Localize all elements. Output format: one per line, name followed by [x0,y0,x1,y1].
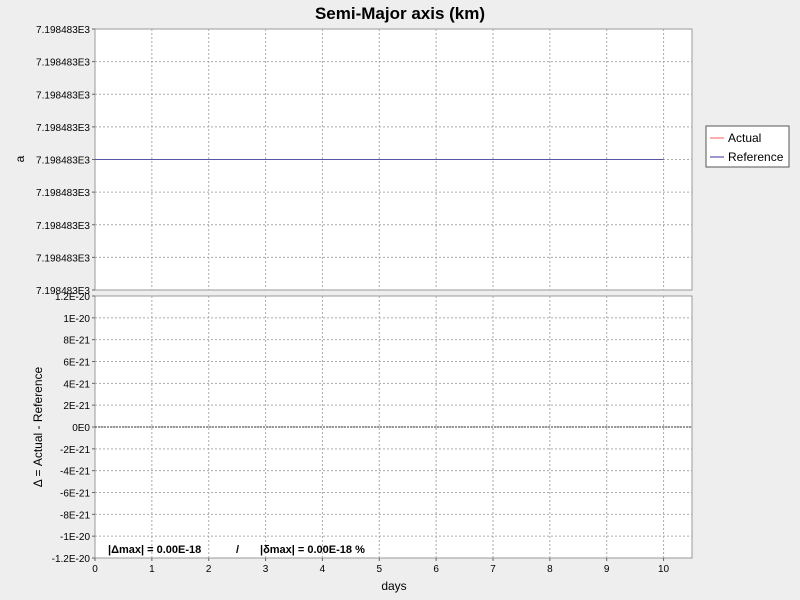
y-tick-label: 4E-21 [63,379,90,390]
top-y-ticks: 7.198483E3 7.198483E3 7.198483E3 7.198483E3… [36,25,95,297]
x-tick-label: 8 [547,564,553,575]
y-tick-label: 1.2E-20 [55,292,90,303]
x-tick-label: 5 [377,564,383,575]
y-tick-label: 7.198483E3 [36,188,90,199]
x-tick-label: 3 [263,564,269,575]
legend-label-actual: Actual [728,131,761,145]
legend-box [705,125,790,168]
x-axis-label: days [381,579,406,593]
bottom-y-ticks: 1.2E-20 1E-20 8E-21 6E-21 4E-21 2E-21 0E0 -2E-2… [52,292,95,565]
y-tick-label: -1.2E-20 [52,554,91,565]
x-tick-label: 7 [490,564,496,575]
legend-items: Actual Reference [710,131,784,164]
x-tick-label: 1 [149,564,155,575]
bottom-y-axis-label: Δ = Actual - Reference [31,366,45,487]
y-tick-label: 2E-21 [63,401,90,412]
delta-max-annotation: |Δmax| = 0.00E-18 [108,544,201,556]
legend-label-reference: Reference [728,150,784,164]
y-tick-label: 7.198483E3 [36,156,90,167]
y-tick-label: -8E-21 [60,510,90,521]
x-tick-label: 0 [92,564,98,575]
bottom-grid [95,296,692,558]
x-tick-label: 4 [320,564,326,575]
y-tick-label: 7.198483E3 [36,123,90,134]
legend: Actual Reference [705,125,790,168]
y-tick-label: 8E-21 [63,336,90,347]
y-tick-label: 0E0 [72,423,90,434]
annotation-separator: / [236,544,239,556]
x-tick-label: 9 [604,564,610,575]
chart-title: Semi-Major axis (km) [315,4,485,23]
y-tick-label: 1E-20 [63,314,90,325]
x-tick-label: 6 [433,564,439,575]
x-tick-label: 2 [206,564,212,575]
y-tick-label: 7.198483E3 [36,90,90,101]
y-tick-label: -6E-21 [60,489,90,500]
y-tick-label: 7.198483E3 [36,58,90,69]
x-ticks: 0 1 2 3 4 5 6 7 8 9 10 [92,558,670,575]
y-tick-label: -1E-20 [60,532,90,543]
y-tick-label: 7.198483E3 [36,253,90,264]
x-tick-label: 10 [658,564,670,575]
top-y-axis-label: a [13,155,27,162]
y-tick-label: 7.198483E3 [36,221,90,232]
y-tick-label: 7.198483E3 [36,286,90,297]
relative-max-annotation: |δmax| = 0.00E-18 % [260,544,365,556]
y-tick-label: -4E-21 [60,467,90,478]
y-tick-label: -2E-21 [60,445,90,456]
y-tick-label: 6E-21 [63,358,90,369]
y-tick-label: 7.198483E3 [36,25,90,36]
